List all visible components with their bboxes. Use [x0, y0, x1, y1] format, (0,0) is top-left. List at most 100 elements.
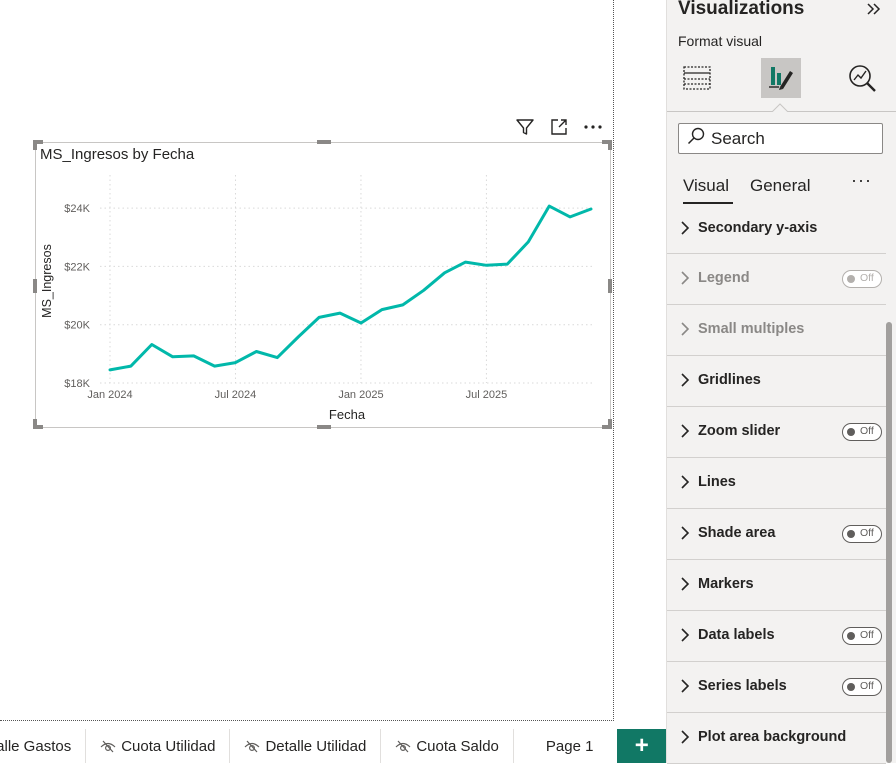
section-toggle[interactable]: Off — [842, 678, 882, 696]
filter-icon[interactable] — [514, 116, 536, 138]
resize-handle-br-v[interactable] — [608, 419, 612, 429]
chevron-right-icon — [680, 475, 690, 494]
section-small-multiples[interactable]: Small multiples — [667, 305, 886, 356]
data-point[interactable] — [526, 240, 530, 244]
data-point[interactable] — [464, 260, 468, 264]
tab-cuota-saldo[interactable]: Cuota Saldo — [381, 729, 514, 763]
resize-handle-tl-v[interactable] — [33, 140, 37, 150]
toggle-label: Off — [860, 629, 874, 641]
data-point[interactable] — [422, 288, 426, 292]
line-chart-visual[interactable]: MS_Ingresos by Fecha $18K $20K $22K $24K Ja… — [33, 140, 612, 429]
toggle-knob — [847, 683, 855, 691]
section-zoom-slider[interactable]: Zoom slider Off — [667, 407, 886, 458]
section-toggle[interactable]: Off — [842, 525, 882, 543]
active-subtab-underline — [683, 202, 733, 204]
hidden-page-icon — [244, 739, 260, 753]
data-point[interactable] — [484, 263, 488, 267]
x-tick-label: Jan 2024 — [87, 389, 132, 401]
data-point[interactable] — [338, 311, 342, 315]
section-series-labels[interactable]: Series labels Off — [667, 662, 886, 713]
x-axis-ticks: Jan 2024 Jul 2024 Jan 2025 Jul 2025 — [87, 389, 507, 401]
data-point[interactable] — [254, 350, 258, 354]
resize-handle-bl[interactable] — [33, 425, 43, 429]
data-point[interactable] — [380, 308, 384, 312]
focus-mode-icon[interactable] — [548, 116, 570, 138]
data-point[interactable] — [296, 335, 300, 339]
build-visual-tab[interactable] — [677, 58, 717, 98]
section-data-labels[interactable]: Data labels Off — [667, 611, 886, 662]
y-axis-ticks: $18K $20K $22K $24K — [64, 203, 90, 390]
resize-handle-tc[interactable] — [317, 140, 331, 144]
format-visual-tab[interactable] — [761, 58, 801, 98]
section-shade-area[interactable]: Shade area Off — [667, 509, 886, 560]
data-point[interactable] — [547, 204, 551, 208]
collapse-pane-icon[interactable] — [866, 1, 882, 22]
more-options-icon[interactable] — [582, 116, 604, 138]
search-input[interactable] — [711, 128, 871, 149]
data-point[interactable] — [275, 356, 279, 360]
toggle-label: Off — [860, 680, 874, 692]
chevron-right-icon — [680, 730, 690, 749]
resize-handle-bc[interactable] — [317, 425, 331, 429]
resize-handle-tr-v[interactable] — [608, 140, 612, 150]
resize-handle-mr[interactable] — [608, 279, 612, 293]
section-lines[interactable]: Lines — [667, 458, 886, 509]
tab-label: Detalle Utilidad — [265, 737, 367, 755]
tab-detalle-utilidad[interactable]: Detalle Utilidad — [230, 729, 382, 763]
data-point[interactable] — [213, 364, 217, 368]
x-tick-label: Jan 2025 — [338, 389, 383, 401]
data-point[interactable] — [443, 271, 447, 275]
data-point[interactable] — [150, 343, 154, 347]
visual-header-toolbar — [514, 116, 604, 138]
search-box[interactable] — [678, 123, 883, 154]
report-canvas[interactable]: MS_Ingresos by Fecha $18K $20K $22K $24K Ja… — [0, 0, 614, 721]
section-legend[interactable]: Legend Off — [667, 254, 886, 305]
section-markers[interactable]: Markers — [667, 560, 886, 611]
section-gridlines[interactable]: Gridlines — [667, 356, 886, 407]
data-point[interactable] — [401, 303, 405, 307]
resize-handle-br[interactable] — [602, 425, 612, 429]
tab-page-1[interactable]: Page 1 — [514, 729, 618, 763]
resize-handle-bl-v[interactable] — [33, 419, 37, 429]
chevron-right-icon — [680, 322, 690, 341]
section-plot-area-background[interactable]: Plot area background — [667, 713, 886, 764]
section-label: Markers — [698, 576, 754, 592]
section-label: Series labels — [698, 678, 787, 694]
section-label: Small multiples — [698, 321, 805, 337]
series-line[interactable] — [108, 204, 593, 372]
data-point[interactable] — [171, 355, 175, 359]
chevron-right-icon — [680, 577, 690, 596]
data-point[interactable] — [359, 321, 363, 325]
data-point[interactable] — [568, 215, 572, 219]
data-point[interactable] — [589, 207, 593, 211]
section-toggle[interactable]: Off — [842, 270, 882, 288]
pane-scrollbar[interactable] — [886, 322, 892, 763]
add-page-button[interactable]: + — [617, 729, 666, 763]
resize-handle-tl[interactable] — [33, 140, 43, 144]
section-label: Lines — [698, 474, 736, 490]
resize-handle-ml[interactable] — [33, 279, 37, 293]
section-toggle[interactable]: Off — [842, 627, 882, 645]
data-point[interactable] — [505, 262, 509, 266]
subtab-visual[interactable]: Visual — [683, 176, 729, 195]
section-secondary-y-axis[interactable]: Secondary y-axis — [667, 204, 886, 254]
data-point[interactable] — [108, 368, 112, 372]
tab-cuota-utilidad[interactable]: Cuota Utilidad — [86, 729, 231, 763]
selected-tab-caret — [772, 103, 788, 112]
data-point[interactable] — [129, 364, 133, 368]
tab-label: talle Gastos — [0, 737, 72, 755]
tab-detalle-gastos[interactable]: talle Gastos — [0, 729, 87, 763]
format-subtabs: Visual General ··· — [683, 170, 883, 206]
resize-handle-tr[interactable] — [602, 140, 612, 144]
analytics-tab[interactable] — [842, 58, 882, 98]
data-point[interactable] — [233, 361, 237, 365]
data-point[interactable] — [317, 315, 321, 319]
data-point[interactable] — [192, 354, 196, 358]
y-tick-label: $20K — [64, 320, 90, 332]
section-label: Data labels — [698, 627, 775, 643]
chevron-right-icon — [680, 628, 690, 647]
section-toggle[interactable]: Off — [842, 423, 882, 441]
subtab-more-options[interactable]: ··· — [851, 170, 872, 190]
subtab-general[interactable]: General — [750, 176, 811, 195]
page-tabs: talle Gastos Cuota Utilidad Detalle Util… — [0, 729, 666, 763]
